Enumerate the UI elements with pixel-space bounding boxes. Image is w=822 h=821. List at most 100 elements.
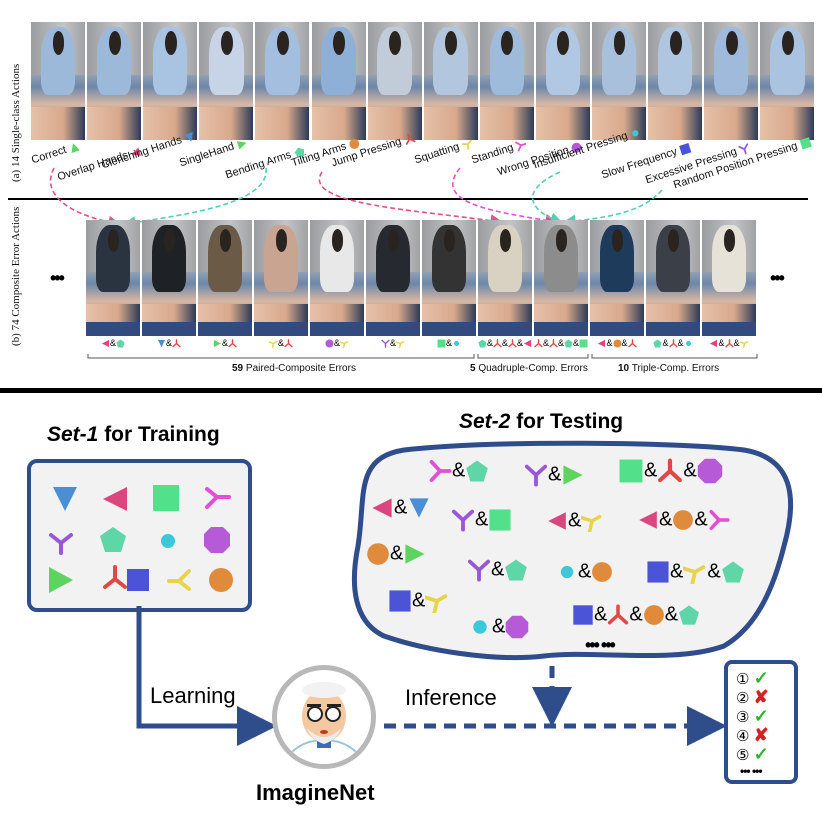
set1-title: Set-1 for Training [47,423,220,446]
single-class-photo [592,22,646,140]
blue-triangle-down-icon [184,131,193,142]
purple-octagon-icon [506,615,529,638]
composite-error-photo [142,220,196,336]
teal-pentagon-icon [653,339,663,348]
orange-circle-icon [643,604,664,625]
amp-sign: & [475,508,489,531]
result-row: ④ ✘ [736,725,769,746]
arrow-standing-to-composite [452,167,559,227]
teal-pentagon-icon [505,559,528,581]
teal-pentagon-icon [100,527,126,552]
red-tripod-icon [228,339,237,348]
amp-sign: & [664,603,679,626]
composite-code: & & [646,338,700,348]
results-box: ① ✓ ② ✘ ③ ✓ ④ ✘ ⑤ ✓ ••• ••• [724,660,798,784]
section-divider [0,388,822,393]
navy-square-icon [573,605,593,625]
pink-triangle-left-icon [548,511,566,530]
teal-pentagon-icon [116,339,125,348]
composite-error-photo [478,220,532,336]
pink-triangle-left-icon [598,340,606,348]
flow-arrows [136,606,727,746]
amp-sign: & [573,338,580,348]
composite-code: & & [590,338,644,348]
class-label: Insufficient Pressing [532,125,643,171]
class-label: Bending Arms [224,144,306,181]
orange-circle-icon [612,339,622,348]
purple-octagon-icon [697,458,722,483]
yellow-tripod-icon [738,341,748,349]
set2-more: ••• ••• [585,635,616,655]
amp-sign: & [502,338,509,348]
green-triangle-right-icon [236,140,247,150]
amp-sign: & [221,338,228,348]
orange-circle-icon [673,509,694,530]
composite-code: & [86,338,140,348]
amp-sign: & [390,542,404,565]
test-combination: & [467,557,528,582]
amp-sign: & [558,338,565,348]
composite-code: & [254,338,308,349]
class-label: Wrong Position [496,140,584,178]
orange-circle-icon [209,568,233,592]
pink-triangle-left-icon [523,340,532,348]
red-tripod-icon [549,339,558,348]
bracket-paired [87,354,475,359]
amp-sign: & [677,338,684,348]
amp-sign: & [568,509,582,532]
bracket-triple [591,354,758,359]
amp-sign: & [165,338,172,348]
composite-error-photo [254,220,308,336]
composite-code: & [422,338,476,348]
result-row: ② ✘ [736,687,769,708]
single-class-photo [648,22,703,140]
red-tripod-icon [103,565,127,589]
single-class-photo [423,22,478,140]
single-class-photo [535,22,590,140]
single-class-photo [311,22,366,140]
teal-pentagon-icon [294,147,304,158]
teal-pentagon-icon [679,605,699,625]
purple-circle-icon [325,339,334,348]
teal-pentagon-icon [478,339,487,348]
single-class-photo [199,22,254,140]
magenta-tripod-icon [205,487,231,509]
cyan-dot-icon [161,534,175,548]
mapping-arrows [49,167,663,229]
pink-triangle-left-icon [131,146,142,156]
ellipsis-right: ••• [770,268,785,288]
class-label: SingleHand [178,136,249,169]
amp-sign: & [543,338,550,348]
violet-tripod-icon [467,559,491,582]
composite-error-photo [590,220,644,336]
composite-code: & & & [478,338,532,348]
single-class-photo [367,22,422,140]
result-number: ⑤ [736,747,754,764]
mint-square-icon [489,509,511,531]
cyan-dot-icon [560,565,574,578]
imaginenet-avatar [272,665,376,769]
result-row: ③ ✓ [736,706,769,727]
class-label: Clenching Hands [100,130,197,171]
red-tripod-icon [534,339,543,348]
green-triangle-right-icon [563,465,583,485]
amp-sign: & [718,338,725,348]
composite-error-photo [646,220,700,336]
learning-label: Learning [150,683,236,708]
amp-sign: & [659,508,673,531]
amp-sign: & [487,338,494,348]
mint-square-icon [153,485,179,511]
amp-sign: & [109,338,116,348]
composite-error-photo [86,220,140,336]
class-label: Excessive Pressing [644,141,752,186]
red-tripod-icon [668,339,678,348]
test-combination: & [546,509,603,534]
test-combination: & [451,507,512,532]
cross-icon: ✘ [753,687,769,707]
red-tripod-icon [405,133,416,145]
composite-error-photo [534,220,588,336]
green-triangle-right-icon [405,544,425,564]
single-class-photo [760,22,815,140]
single-class-photo [479,22,534,140]
violet-tripod-icon [49,533,73,555]
